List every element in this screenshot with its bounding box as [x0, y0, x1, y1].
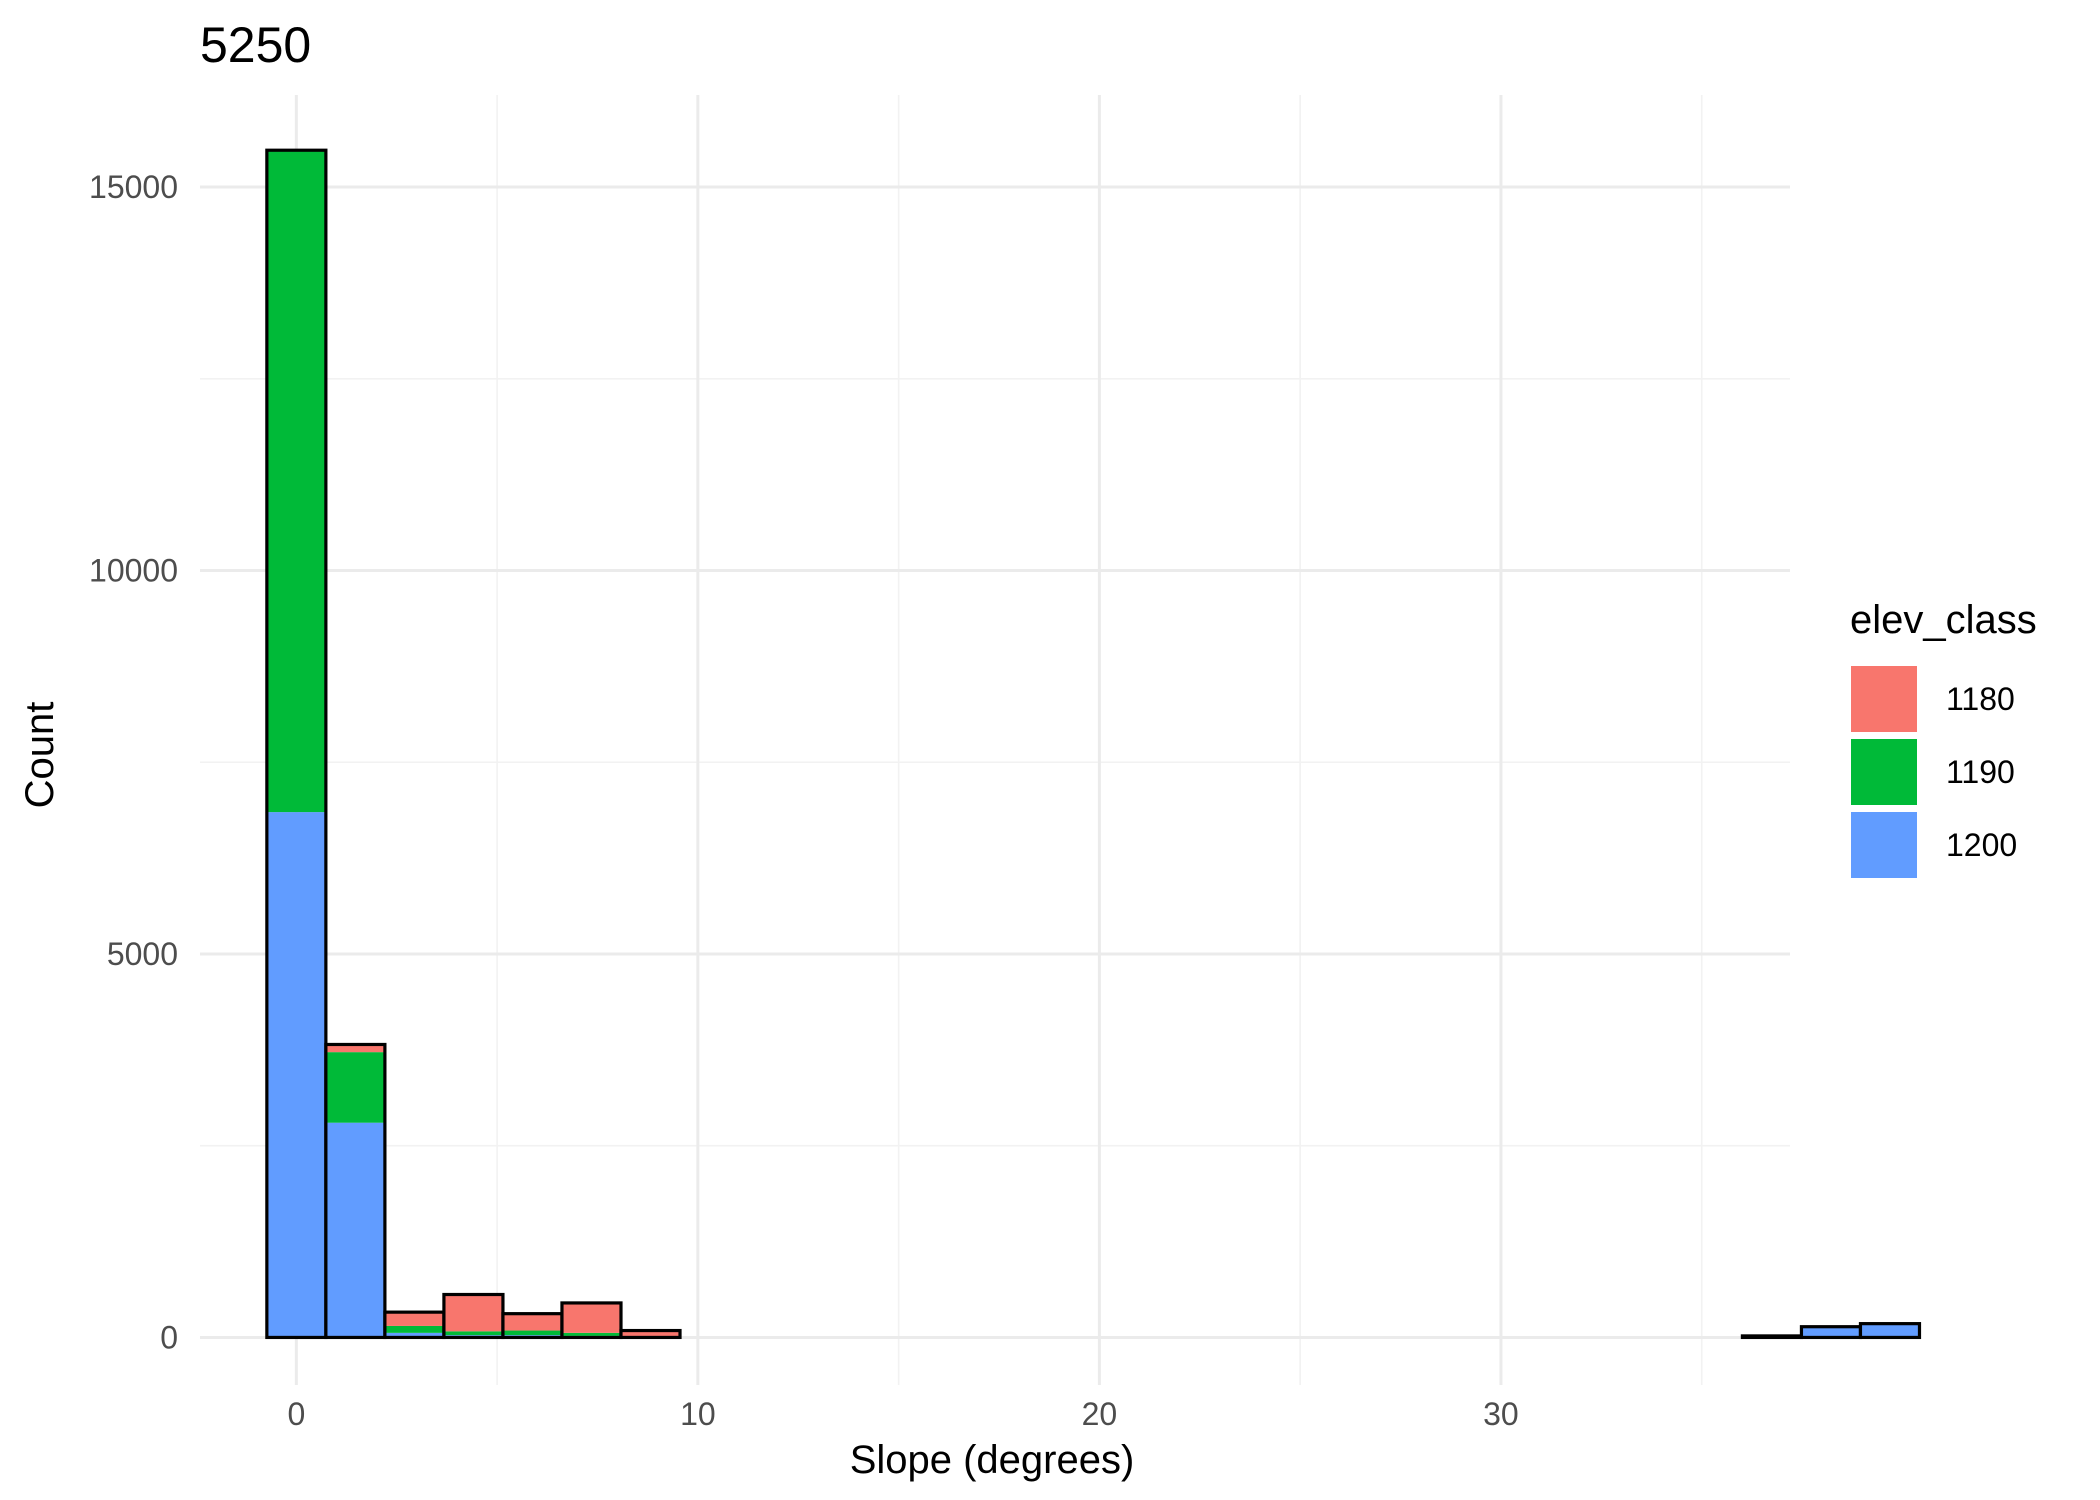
legend-label-1180: 1180	[1946, 681, 2015, 717]
bar-segment-1190	[266, 150, 326, 813]
plot-gridlines	[200, 95, 1790, 1385]
bar-segment-1180	[620, 1330, 681, 1338]
bar-segment-1200	[325, 1122, 385, 1338]
legend-title: elev_class	[1850, 598, 2037, 642]
histogram-bin-outline	[1740, 1334, 1804, 1340]
histogram-bin-outline	[1858, 1322, 1922, 1340]
bar-segment-1200	[384, 1332, 444, 1338]
bar-segment-1180	[443, 1294, 503, 1332]
bar-segment-1190	[384, 1325, 444, 1333]
bar-segment-1190	[325, 1052, 385, 1123]
bar-segment-1200	[1860, 1323, 1920, 1338]
bar-segment-1180	[384, 1312, 444, 1326]
x-axis-label: Slope (degrees)	[850, 1438, 1135, 1482]
x-tick-label: 0	[287, 1396, 305, 1432]
y-axis-ticks: 0 5000 10000 15000	[89, 169, 178, 1355]
y-axis-label: Count	[18, 702, 62, 809]
histogram-bin-outline	[265, 148, 328, 1340]
bar-segment-1190	[561, 1332, 621, 1336]
bar-segment-1200	[266, 812, 326, 1338]
legend-label-1200: 1200	[1946, 827, 2017, 863]
chart-title: 5250	[200, 17, 311, 73]
x-tick-label: 10	[680, 1396, 716, 1432]
histogram-bin-outline	[324, 1042, 387, 1340]
histogram-bin-outline	[560, 1301, 623, 1340]
x-tick-label: 20	[1082, 1396, 1118, 1432]
y-tick-label: 10000	[89, 553, 178, 589]
bar-segment-1200	[1801, 1326, 1861, 1338]
legend-label-1190: 1190	[1946, 754, 2015, 790]
legend-key-1180	[1851, 666, 1917, 732]
bar-segment-1180	[502, 1313, 562, 1331]
bar-segment-1180	[325, 1044, 385, 1053]
y-tick-label: 0	[160, 1319, 178, 1355]
histogram-bars	[265, 148, 1922, 1340]
legend: elev_class 1180 1190 1200	[1850, 598, 2037, 878]
bar-segment-1180	[561, 1302, 621, 1333]
y-tick-label: 15000	[89, 169, 178, 205]
y-tick-label: 5000	[107, 936, 178, 972]
bar-segment-1190	[443, 1331, 503, 1336]
histogram-bin-outline	[619, 1328, 682, 1340]
x-axis-ticks: 0 10 20 30	[287, 1396, 1518, 1432]
legend-key-1200	[1851, 812, 1917, 878]
bar-segment-1190	[502, 1330, 562, 1336]
legend-key-1190	[1851, 739, 1917, 805]
x-tick-label: 30	[1483, 1396, 1519, 1432]
